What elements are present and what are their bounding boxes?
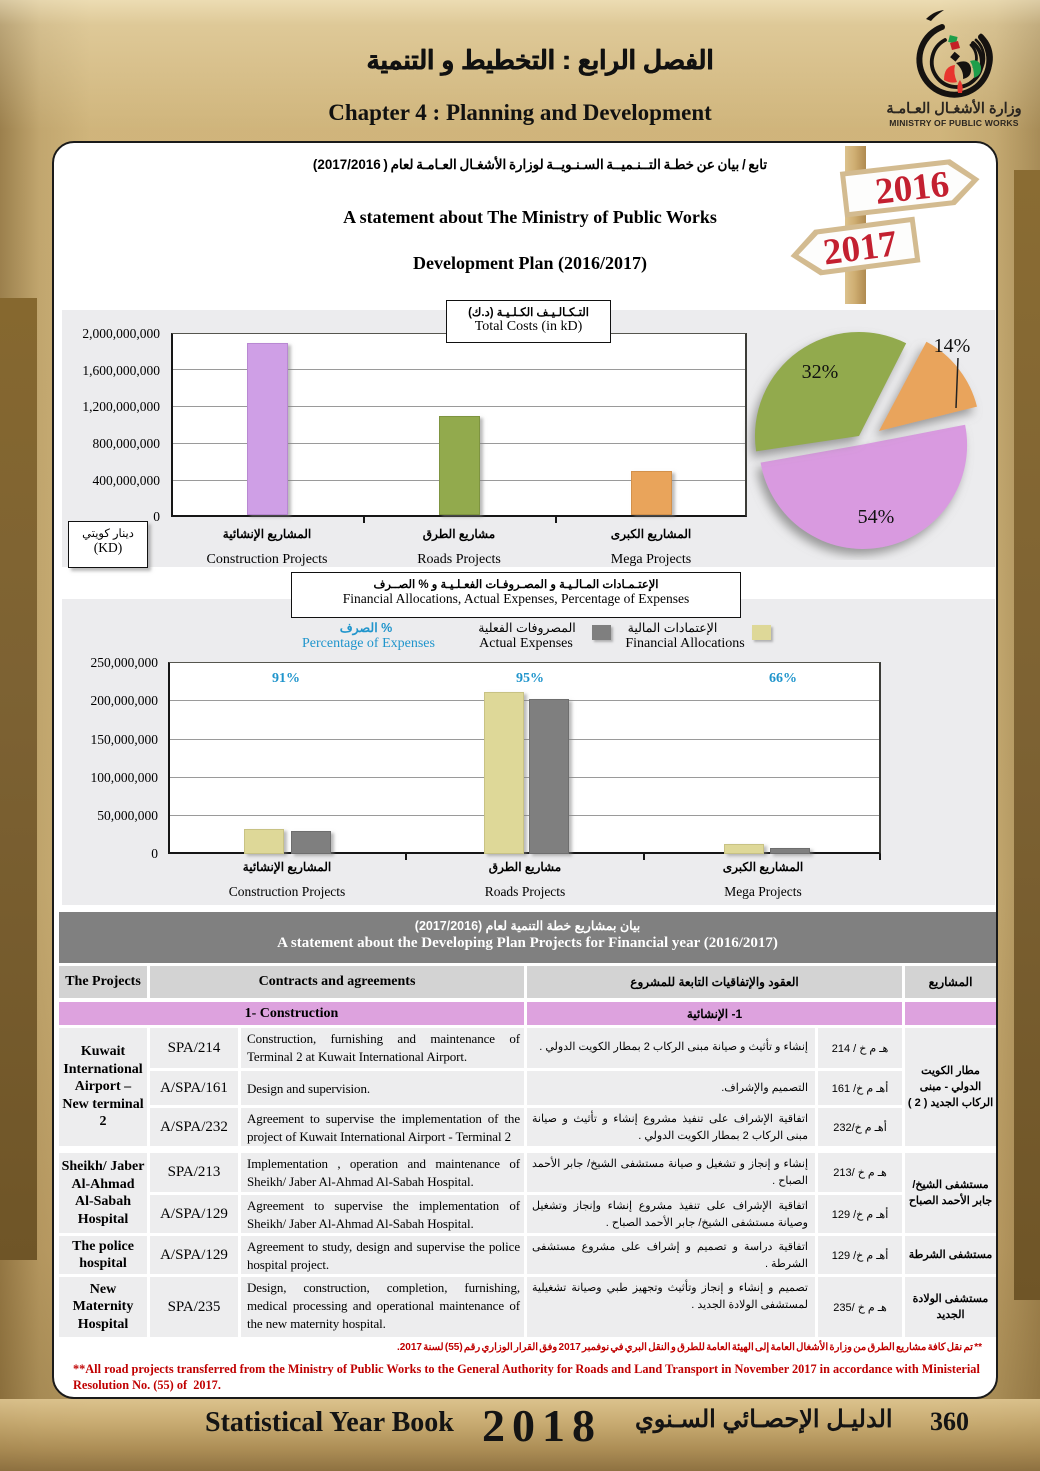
svg-text:2017: 2017: [821, 223, 900, 273]
svg-text:32%: 32%: [802, 361, 839, 383]
svg-text:2016: 2016: [873, 164, 951, 213]
svg-text:MINISTRY OF PUBLIC WORKS: MINISTRY OF PUBLIC WORKS: [889, 118, 1018, 128]
svg-text:14%: 14%: [934, 335, 971, 357]
svg-text:54%: 54%: [858, 506, 895, 528]
svg-text:وزارة الأشغـال العـامـة: وزارة الأشغـال العـامـة: [886, 98, 1021, 117]
